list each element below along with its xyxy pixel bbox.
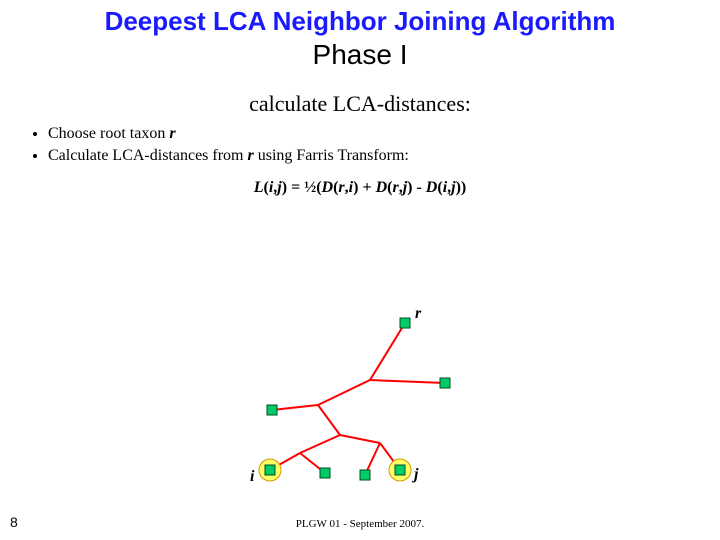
formula-eq: = <box>287 179 304 196</box>
bullet-text: Choose root taxon <box>48 125 169 142</box>
tree-node <box>440 378 450 388</box>
formula-minus: - <box>412 179 425 196</box>
slide-title: Deepest LCA Neighbor Joining Algorithm <box>0 0 720 37</box>
tree-edge <box>318 405 340 435</box>
page-number: 8 <box>10 514 18 530</box>
tree-edge <box>340 435 380 443</box>
tree-node <box>320 468 330 478</box>
formula-paren: ) <box>461 179 466 196</box>
formula: L(i,j) = ½(D(r,i) + D(r,j) - D(i,j)) <box>0 179 720 197</box>
tree-node <box>395 465 405 475</box>
formula-D: D <box>426 179 438 196</box>
formula-plus: + <box>358 179 375 196</box>
tree-edge <box>272 405 318 410</box>
bullet-item: Choose root taxon r <box>48 125 720 143</box>
tree-edge <box>370 323 405 380</box>
bullet-text: using <box>254 147 297 164</box>
node-label-j: j <box>414 466 418 484</box>
tree-svg <box>210 305 510 485</box>
tree-edge <box>318 380 370 405</box>
tree-node <box>400 318 410 328</box>
tree-diagram: r i j <box>210 305 510 485</box>
formula-D: D <box>376 179 388 196</box>
node-label-r: r <box>415 305 421 323</box>
phase-label: Phase I <box>0 39 720 71</box>
tree-node <box>265 465 275 475</box>
var-r: r <box>169 125 175 142</box>
formula-D: D <box>322 179 334 196</box>
slide: Deepest LCA Neighbor Joining Algorithm P… <box>0 0 720 540</box>
bullet-text: Calculate LCA-distances from <box>48 147 248 164</box>
formula-L: L <box>254 179 264 196</box>
tree-node <box>267 405 277 415</box>
bullet-list: Choose root taxon r Calculate LCA-distan… <box>48 125 720 165</box>
bullet-serif-text: Farris Transform: <box>296 147 408 164</box>
tree-edge <box>300 435 340 453</box>
tree-node <box>360 470 370 480</box>
tree-edge <box>370 380 445 383</box>
footer-text: PLGW 01 - September 2007. <box>0 518 720 530</box>
calc-distances-heading: calculate LCA-distances: <box>0 91 720 117</box>
bullet-item: Calculate LCA-distances from r using Far… <box>48 147 720 165</box>
formula-half: ½ <box>304 179 316 196</box>
node-label-i: i <box>250 468 254 486</box>
